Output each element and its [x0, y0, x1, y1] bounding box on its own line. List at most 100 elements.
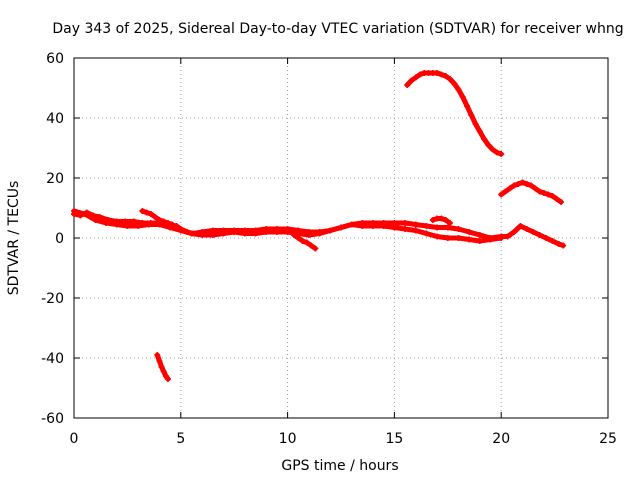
- data-point: [359, 223, 366, 229]
- data-point: [434, 233, 441, 240]
- data-point: [423, 230, 430, 237]
- data-point: [417, 71, 424, 78]
- data-point: [391, 224, 398, 231]
- data-point: [402, 226, 409, 232]
- series-upper-arc: [404, 70, 505, 157]
- data-point: [498, 151, 505, 157]
- data-point: [169, 221, 176, 228]
- data-point: [446, 220, 453, 226]
- data-point: [498, 191, 505, 198]
- data-point: [523, 226, 530, 232]
- data-point: [156, 217, 163, 223]
- data-point: [92, 217, 99, 223]
- data-point: [273, 229, 280, 235]
- data-point: [327, 227, 334, 234]
- data-point: [404, 82, 411, 88]
- data-point: [464, 103, 471, 109]
- x-tick-label: 25: [599, 431, 617, 447]
- data-point: [412, 227, 419, 234]
- data-point: [143, 209, 150, 216]
- data-point: [147, 211, 154, 217]
- data-point: [156, 358, 163, 364]
- y-tick-marks: [74, 57, 608, 419]
- x-tick-label: 0: [70, 431, 79, 447]
- data-point: [515, 181, 522, 187]
- data-point: [502, 188, 509, 195]
- data-point: [402, 220, 409, 226]
- data-point: [160, 218, 167, 225]
- data-point: [543, 235, 550, 241]
- data-point: [145, 221, 152, 228]
- data-point: [348, 221, 355, 228]
- data-point: [380, 223, 387, 229]
- y-tick-label: -20: [41, 291, 64, 307]
- y-tick-label: -60: [41, 411, 64, 427]
- data-point: [103, 220, 110, 226]
- data-point: [241, 230, 248, 237]
- x-tick-label: 20: [492, 431, 510, 447]
- data-point: [438, 215, 445, 222]
- y-tick-label: -40: [41, 351, 64, 367]
- data-point: [476, 128, 483, 135]
- data-point: [446, 76, 453, 82]
- data-point: [220, 230, 227, 237]
- data-point: [284, 229, 291, 235]
- y-tick-labels: -60 -40 -20 0 20 40 60: [41, 51, 64, 427]
- chart-title: Day 343 of 2025, Sidereal Day-to-day VTE…: [52, 21, 623, 37]
- x-tick-label: 15: [385, 431, 403, 447]
- data-point: [303, 239, 310, 246]
- series-bump-near-17h: [429, 215, 453, 226]
- y-tick-label: 40: [46, 111, 64, 127]
- data-point: [466, 236, 473, 243]
- data-point: [493, 149, 500, 156]
- data-point: [489, 146, 496, 153]
- data-point: [412, 74, 419, 81]
- data-point: [295, 235, 302, 241]
- x-tick-marks: [73, 58, 609, 418]
- data-series: [71, 70, 567, 382]
- data-point: [199, 232, 206, 238]
- data-point: [555, 241, 562, 247]
- data-point: [545, 191, 552, 198]
- data-point: [71, 208, 77, 214]
- data-point: [438, 71, 445, 78]
- x-tick-label: 5: [176, 431, 185, 447]
- data-point: [158, 364, 165, 370]
- data-point: [188, 230, 195, 237]
- data-point: [472, 121, 479, 127]
- y-axis-label: SDTVAR / TECUs: [6, 181, 22, 296]
- data-point: [532, 185, 539, 192]
- data-point: [434, 224, 441, 231]
- y-tick-label: 0: [55, 231, 64, 247]
- data-point: [536, 188, 543, 195]
- data-point: [444, 224, 451, 231]
- data-point: [135, 223, 142, 229]
- data-point: [152, 214, 159, 220]
- data-point: [455, 86, 462, 93]
- data-point: [498, 235, 505, 241]
- data-point: [263, 229, 270, 235]
- data-point: [511, 229, 518, 235]
- data-point: [553, 196, 560, 202]
- x-tick-label: 10: [279, 431, 297, 447]
- data-point: [560, 242, 567, 249]
- data-point: [455, 235, 462, 241]
- data-point: [429, 217, 436, 223]
- data-point: [442, 217, 449, 223]
- y-tick-label: 60: [46, 51, 64, 67]
- data-point: [442, 73, 449, 79]
- data-point: [434, 70, 441, 76]
- data-point: [487, 236, 494, 243]
- data-point: [451, 80, 458, 87]
- data-point: [540, 190, 547, 196]
- data-point: [370, 223, 377, 229]
- series-bump-near-3h: [139, 208, 176, 228]
- data-point: [466, 229, 473, 235]
- data-point: [528, 182, 535, 189]
- data-point: [455, 226, 462, 232]
- data-point: [160, 368, 167, 375]
- series-dip-near-11h: [291, 232, 319, 252]
